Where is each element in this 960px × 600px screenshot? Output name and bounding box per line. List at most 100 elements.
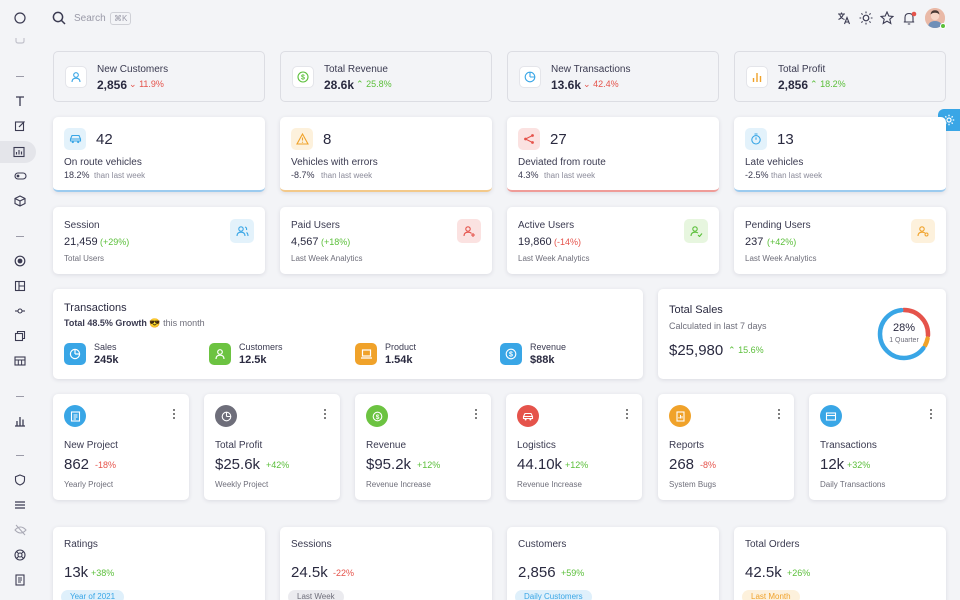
report-icon: [669, 405, 691, 427]
stat-card-new-customers[interactable]: New Customers 2,856 ⌄ 11.9%: [53, 51, 265, 102]
bottom-card-total-orders[interactable]: Total Orders 42.5k +26% Last Month: [734, 527, 946, 600]
user-card-sub: Last Week Analytics: [745, 254, 817, 263]
laptop-icon: [355, 343, 377, 365]
more-vertical-icon[interactable]: [172, 409, 176, 419]
more-vertical-icon[interactable]: [474, 409, 478, 419]
bottom-card-title: Sessions: [291, 539, 332, 550]
mini-card-value: $25.6k: [215, 456, 261, 473]
transaction-item-label: Sales: [94, 342, 117, 352]
online-status-dot: [940, 23, 946, 29]
dollar-icon: $: [292, 66, 314, 88]
user-card-change: (+42%): [767, 237, 797, 247]
vehicle-count: 8: [323, 131, 332, 148]
vehicle-label: Late vehicles: [745, 157, 804, 168]
eye-off-icon[interactable]: [11, 521, 29, 539]
theme-sun-icon[interactable]: [859, 11, 873, 28]
mini-card-title: Total Profit: [215, 440, 263, 451]
user-card-paid[interactable]: Paid Users 4,567 (+18%) Last Week Analyt…: [280, 207, 492, 274]
mini-card-new-project[interactable]: New Project 862 -18% Yearly Project: [53, 394, 189, 500]
vehicle-note: than last week: [321, 171, 373, 180]
vehicle-card-late[interactable]: 13 Late vehicles -2.5% than last week: [734, 117, 946, 192]
more-vertical-icon[interactable]: [625, 409, 629, 419]
donut-segment: [877, 307, 931, 361]
user-card-pending[interactable]: Pending Users 237 (+42%) Last Week Analy…: [734, 207, 946, 274]
user-card-session[interactable]: Session 21,459 (+29%) Total Users: [53, 207, 265, 274]
user-card-active[interactable]: Active Users 19,860 (-14%) Last Week Ana…: [507, 207, 719, 274]
more-vertical-icon[interactable]: [929, 409, 933, 419]
mini-card-change: +42%: [266, 460, 290, 470]
table-icon[interactable]: [11, 352, 29, 370]
mini-card-sub: System Bugs: [669, 480, 717, 489]
bottom-card-customers[interactable]: Customers 2,856 +59% Daily Customers: [507, 527, 719, 600]
mini-card-revenue[interactable]: $ Revenue $95.2k +12% Revenue Increase: [355, 394, 491, 500]
transactions-title: Transactions: [64, 302, 127, 314]
arrow-down-icon: ⌄: [583, 79, 591, 89]
logo-circle-icon[interactable]: [11, 9, 29, 27]
edit-square-icon[interactable]: [11, 117, 29, 135]
slider-icon[interactable]: [11, 302, 29, 320]
clock-pie-icon: [215, 405, 237, 427]
transaction-item-label: Customers: [239, 342, 283, 352]
translate-icon[interactable]: [837, 11, 851, 28]
cube-icon[interactable]: [11, 192, 29, 210]
menu-icon[interactable]: [11, 496, 29, 514]
mini-card-transactions[interactable]: Transactions 12k +32% Daily Transactions: [809, 394, 946, 500]
bottom-card-title: Customers: [518, 539, 567, 550]
car-icon: [64, 128, 86, 150]
user-card-value: 21,459: [64, 236, 98, 248]
collapsed-item-icon[interactable]: [11, 36, 29, 46]
user-card-value: 237: [745, 236, 764, 248]
mini-card-sub: Revenue Increase: [517, 480, 582, 489]
dashboard-icon[interactable]: [0, 141, 36, 163]
stat-card-new-transactions[interactable]: New Transactions 13.6k ⌄ 42.4%: [507, 51, 719, 102]
vehicle-pct: 4.3%: [518, 170, 539, 180]
vehicle-card-on-route[interactable]: 42 On route vehicles 18.2% than last wee…: [53, 117, 265, 192]
star-icon[interactable]: [879, 10, 895, 28]
share-icon: [518, 128, 540, 150]
sidebar-divider: [16, 76, 24, 77]
bottom-card-badge: Last Month: [742, 590, 800, 600]
stat-card-total-revenue[interactable]: $ Total Revenue 28.6k ⌃ 25.8%: [280, 51, 492, 102]
transactions-growth: Total 48.5% Growth 😎 this month: [64, 318, 205, 329]
search-input[interactable]: Search: [74, 13, 106, 24]
vehicle-card-errors[interactable]: 8 Vehicles with errors -8.7% than last w…: [280, 117, 492, 192]
more-vertical-icon[interactable]: [777, 409, 781, 419]
svg-text:$: $: [509, 352, 513, 359]
sidebar-divider: [16, 236, 24, 237]
document-icon[interactable]: [11, 571, 29, 589]
total-sales-change: ⌃ 15.6%: [728, 345, 764, 355]
copy-icon[interactable]: [11, 327, 29, 345]
search-icon[interactable]: [52, 11, 66, 28]
more-vertical-icon[interactable]: [323, 409, 327, 419]
bar-chart-icon: [746, 66, 768, 88]
bottom-card-ratings[interactable]: Ratings 13k +38% Year of 2021: [53, 527, 265, 600]
support-icon[interactable]: [11, 546, 29, 564]
vehicle-card-deviated[interactable]: 27 Deviated from route 4.3% than last we…: [507, 117, 719, 192]
typography-icon[interactable]: [11, 92, 29, 110]
toggle-icon[interactable]: [11, 167, 29, 185]
bottom-card-sessions[interactable]: Sessions 24.5k -22% Last Week: [280, 527, 492, 600]
notification-bell-icon[interactable]: [902, 11, 917, 29]
chart-icon[interactable]: [11, 412, 29, 430]
mini-card-logistics[interactable]: Logistics 44.10k +12% Revenue Increase: [506, 394, 642, 500]
arrow-down-icon: ⌄: [129, 79, 137, 89]
user-card-label: Pending Users: [745, 220, 811, 231]
mini-card-total-profit[interactable]: Total Profit $25.6k +42% Weekly Project: [204, 394, 340, 500]
stat-value: 2,856: [778, 78, 809, 92]
users-icon: [230, 219, 254, 243]
stat-value: 2,856: [97, 78, 128, 92]
bottom-card-title: Ratings: [64, 539, 98, 550]
stat-label: New Transactions: [551, 64, 631, 75]
user-icon: [209, 343, 231, 365]
total-sales-title: Total Sales: [669, 304, 723, 316]
arrow-up-icon: ⌃: [728, 345, 736, 355]
mini-card-reports[interactable]: Reports 268 -8% System Bugs: [658, 394, 794, 500]
shield-icon[interactable]: [11, 471, 29, 489]
layout-icon[interactable]: [11, 277, 29, 295]
total-sales-card: Total Sales Calculated in last 7 days $2…: [658, 289, 946, 379]
stat-card-total-profit[interactable]: Total Profit 2,856 ⌃ 18.2%: [734, 51, 946, 102]
mini-card-change: -18%: [95, 460, 117, 470]
record-icon[interactable]: [11, 252, 29, 270]
dollar-icon: $: [366, 405, 388, 427]
mini-card-value: 12k: [820, 456, 845, 473]
